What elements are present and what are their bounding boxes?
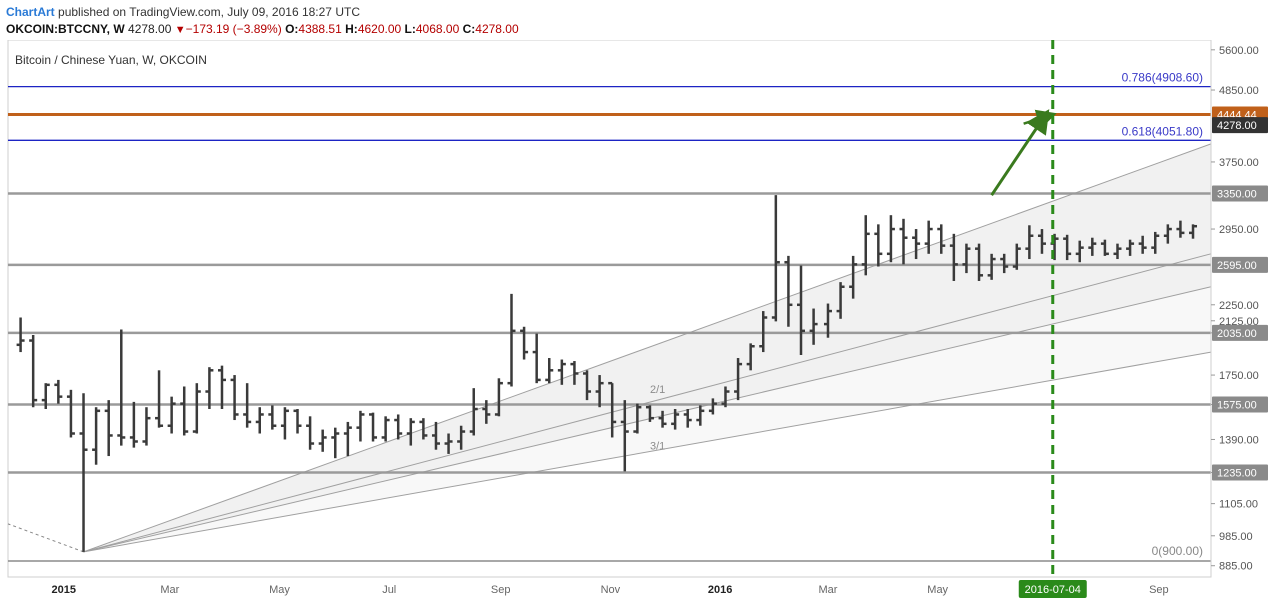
price-badge-label: 4278.00	[1217, 120, 1257, 132]
time-tick-label: Mar	[819, 584, 838, 596]
chart-title: Bitcoin / Chinese Yuan, W, OKCOIN	[15, 53, 207, 67]
fan-label: 3/1	[650, 441, 665, 453]
price-badge-label: 3350.00	[1217, 188, 1257, 200]
symbol-label[interactable]: OKCOIN:BTCCNY, W	[6, 22, 125, 36]
publish-info: published on TradingView.com, July 09, 2…	[58, 5, 360, 19]
low-key: L:	[404, 22, 416, 36]
price-badge	[1212, 464, 1268, 481]
fib-label: 0.786(4908.60)	[1122, 71, 1203, 85]
price-tick-label: 1390.00	[1219, 434, 1259, 446]
time-axis[interactable]: 2015 Mar May Jul Sep Nov 2016 Mar May Sep 2016-07-…	[8, 576, 1211, 598]
down-arrow-icon: ▼	[174, 24, 186, 36]
time-tick-label: Nov	[601, 584, 621, 596]
price-badge	[1212, 117, 1268, 134]
fib-label: 0.618(4051.80)	[1122, 124, 1203, 138]
high-key: H:	[345, 22, 358, 36]
price-tick-label: 885.00	[1219, 561, 1253, 573]
open-key: O:	[285, 22, 299, 36]
price-badge-label: 2595.00	[1217, 260, 1257, 272]
price-bars	[16, 195, 1198, 552]
price-change: −173.19 (−3.89%)	[185, 22, 282, 36]
price-tick-label: 5600.00	[1219, 45, 1259, 57]
price-badge-label: 1235.00	[1217, 468, 1257, 480]
publish-line: ChartArt published on TradingView.com, J…	[6, 4, 360, 20]
time-tick-label: May	[269, 584, 290, 596]
time-tick-label: Sep	[491, 584, 511, 596]
price-chart[interactable]: 2/1 3/1 0.786(4908.60) 0.618(4051.80) 0(900…	[0, 40, 1270, 605]
highlight-date-badge	[1018, 580, 1087, 598]
price-badge	[1212, 324, 1268, 341]
last-price: 4278.00	[128, 22, 172, 36]
time-tick-label: May	[927, 584, 948, 596]
fan-line	[83, 253, 1212, 553]
annotations	[990, 40, 1057, 577]
close-key: C:	[462, 22, 476, 36]
fan-origin-dash	[7, 523, 84, 553]
price-tick-label: 2950.00	[1219, 224, 1259, 236]
price-tick-label: 1750.00	[1219, 370, 1259, 382]
level-lines: 0.786(4908.60) 0.618(4051.80) 0(900.00)	[8, 71, 1211, 562]
fan-line	[83, 286, 1212, 553]
open-value: 4388.51	[298, 22, 342, 36]
price-tick-label: 2125.00	[1219, 316, 1259, 328]
fan-line	[83, 143, 1212, 553]
fan-label: 2/1	[650, 384, 665, 396]
price-tick-label: 2250.00	[1219, 300, 1259, 312]
high-value: 4620.00	[357, 22, 402, 36]
price-badge	[1212, 185, 1268, 202]
time-tick-label: 2015	[52, 584, 76, 596]
price-badge-label: 1575.00	[1217, 400, 1257, 412]
author-link[interactable]: ChartArt	[6, 5, 55, 19]
price-badge	[1212, 396, 1268, 413]
price-badge-label: 2035.00	[1217, 328, 1257, 340]
time-tick-label: Mar	[160, 584, 179, 596]
price-tick-label: 985.00	[1219, 531, 1253, 543]
quote-line: OKCOIN:BTCCNY, W 4278.00 ▼−173.19 (−3.89…	[6, 21, 519, 38]
fan-line	[83, 351, 1212, 553]
time-tick-label: Sep	[1149, 584, 1169, 596]
time-tick-label: Jul	[382, 584, 396, 596]
price-tick-label: 1105.00	[1219, 499, 1258, 511]
price-badge	[1212, 256, 1268, 273]
trend-arrow	[1023, 109, 1057, 129]
price-tick-label: 4850.00	[1219, 85, 1259, 97]
low-value: 4068.00	[415, 22, 460, 36]
fib-label: 0(900.00)	[1152, 544, 1203, 558]
price-axis[interactable]: 5600.00 4850.00 3750.00 2950.00 2250.00 2125.…	[1210, 40, 1268, 577]
close-value: 4278.00	[475, 22, 519, 36]
chart-header: ChartArt published on TradingView.com, J…	[0, 0, 1270, 40]
highlight-date-label: 2016-07-04	[1025, 584, 1081, 596]
price-tick-label: 3750.00	[1219, 157, 1259, 169]
time-tick-label: 2016	[708, 584, 732, 596]
